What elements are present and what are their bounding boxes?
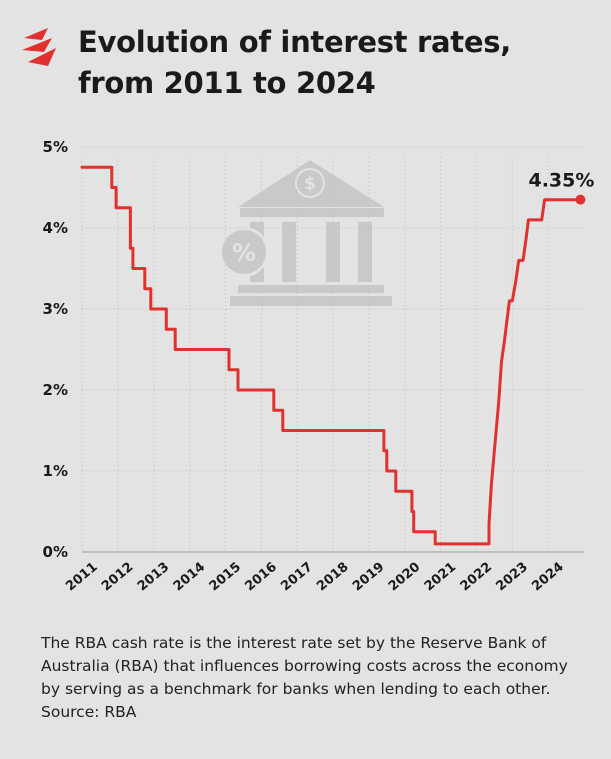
- x-tick-label: 2013: [135, 560, 172, 595]
- x-tick-label: 2011: [63, 560, 100, 595]
- series-line-0: [80, 165, 582, 546]
- x-tick-label: 2019: [350, 560, 387, 595]
- x-tick-label: 2016: [242, 560, 279, 595]
- x-tick-label: 2012: [99, 560, 136, 595]
- x-tick-label: 2017: [278, 560, 315, 595]
- y-tick-label: 5%: [43, 138, 68, 156]
- x-tick-label: 2021: [422, 560, 459, 595]
- series-layer: [80, 165, 586, 546]
- chart-title-line-1: Evolution of interest rates,: [78, 25, 511, 59]
- chart-title: Evolution of interest rates, from 2011 t…: [78, 22, 598, 104]
- x-tick-label: 2014: [171, 560, 208, 595]
- y-tick-label: 3%: [43, 300, 68, 318]
- x-tick-label: 2022: [458, 560, 495, 595]
- rate-line-chart: $ % 0%1%2%3%4%5% 20112012201320142015201…: [43, 138, 595, 595]
- end-value-label: 4.35%: [528, 170, 594, 192]
- chart-caption: The RBA cash rate is the interest rate s…: [41, 632, 601, 724]
- svg-text:%: %: [232, 239, 256, 267]
- caption-line-4: Source: RBA: [41, 703, 137, 721]
- y-tick-label: 0%: [43, 543, 68, 561]
- y-tick-label: 1%: [43, 462, 68, 480]
- grid-lines: [81, 146, 584, 553]
- chart-title-line-2: from 2011 to 2024: [78, 66, 376, 100]
- caption-line-3: by serving as a benchmark for banks when…: [41, 680, 551, 698]
- y-axis-ticks: 0% 1% 2% 3% 4% 5%: [43, 138, 68, 561]
- annotation-layer: 4.35%: [528, 170, 594, 192]
- x-tick-label: 2024: [529, 560, 566, 595]
- x-tick-label: 2020: [386, 560, 423, 595]
- end-point-marker: [575, 194, 586, 205]
- svg-text:$: $: [304, 174, 316, 194]
- y-tick-label: 2%: [43, 381, 68, 399]
- x-tick-label: 2015: [207, 560, 244, 595]
- y-tick-label: 4%: [43, 219, 68, 237]
- bank-dollar-percent-icon: $ %: [219, 160, 392, 306]
- caption-line-1: The RBA cash rate is the interest rate s…: [41, 634, 547, 652]
- x-tick-label: 2018: [314, 560, 351, 595]
- x-axis-ticks: 2011201220132014201520162017201820192020…: [63, 560, 567, 595]
- sbs-logo-icon: [22, 28, 56, 66]
- x-tick-label: 2023: [493, 560, 530, 595]
- caption-line-2: Australia (RBA) that influences borrowin…: [41, 657, 568, 675]
